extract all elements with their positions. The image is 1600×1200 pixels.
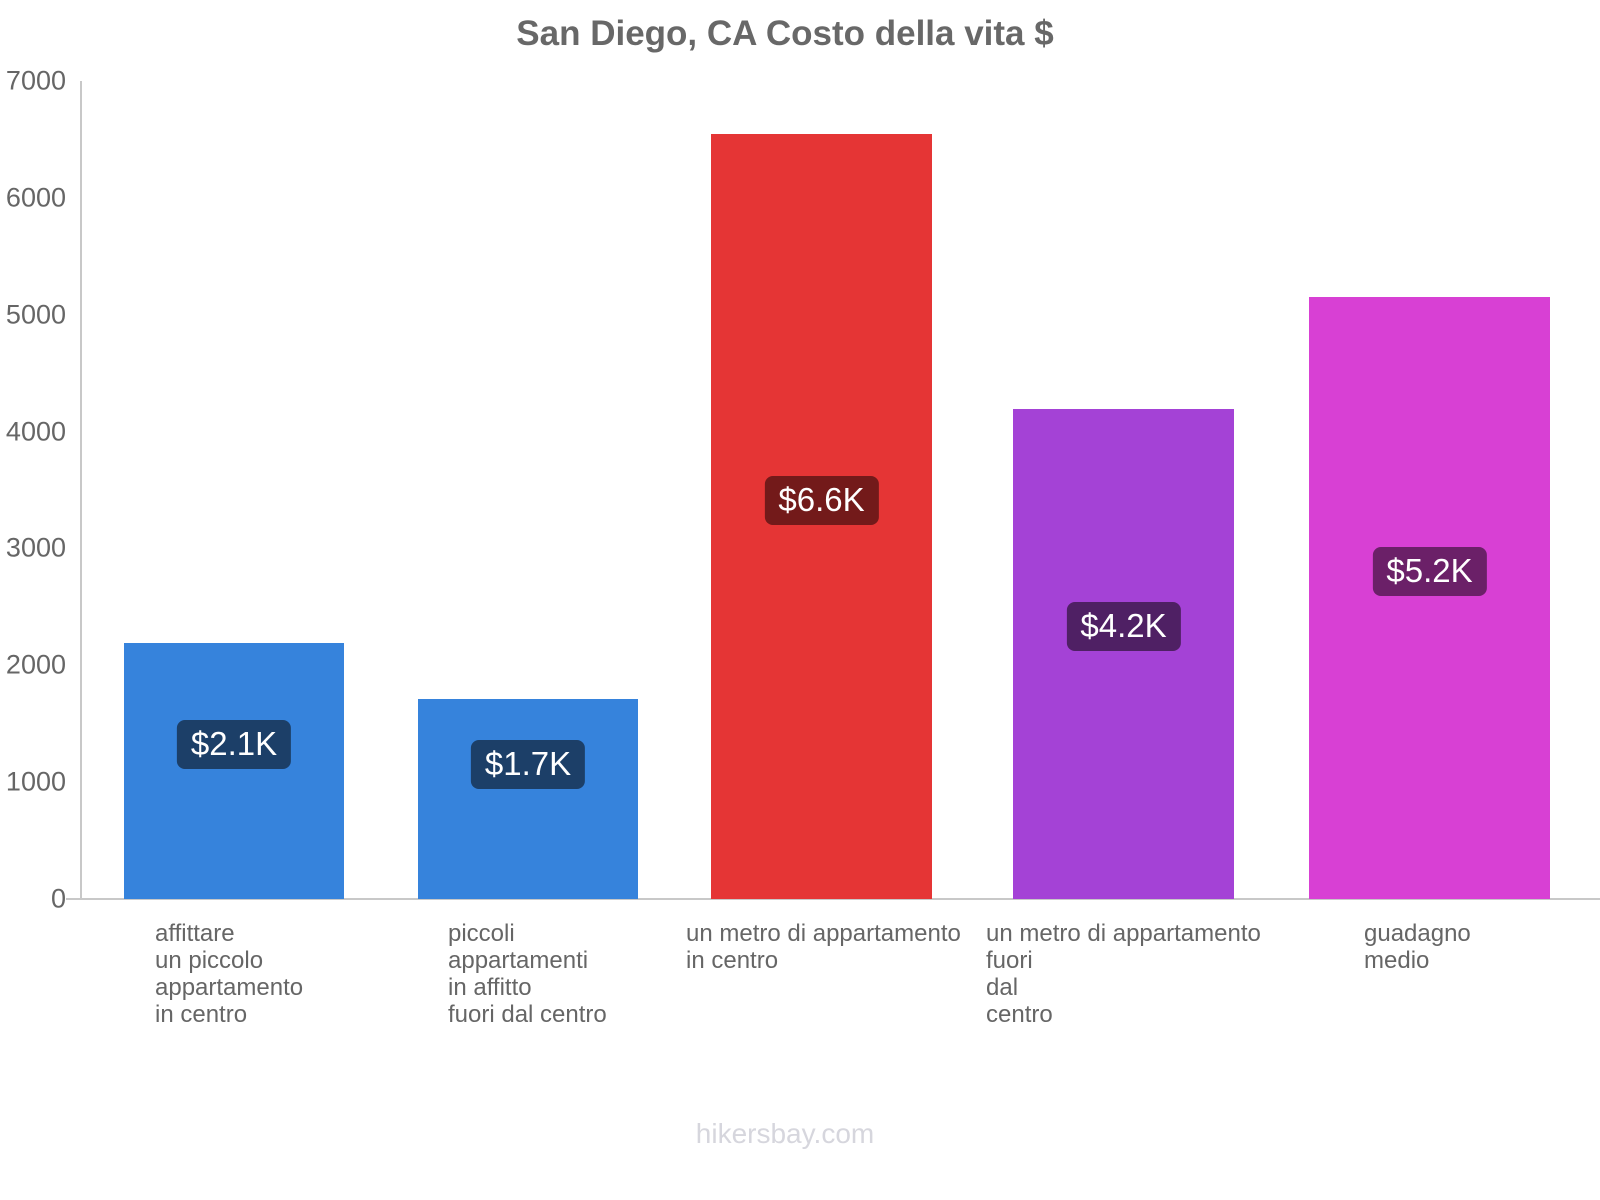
bar[interactable]: $4.2K xyxy=(1013,409,1234,899)
bar[interactable]: $2.1K xyxy=(124,643,344,899)
bar[interactable]: $5.2K xyxy=(1309,297,1550,899)
bar-value-label: $5.2K xyxy=(1372,547,1487,596)
y-axis-tick-label: 4000 xyxy=(5,416,66,447)
bar-value-label: $1.7K xyxy=(470,740,586,789)
x-axis-tick-label: affittare un piccolo appartamento in cen… xyxy=(155,920,304,1028)
bar-value-label: $6.6K xyxy=(764,476,879,525)
y-axis-line xyxy=(80,81,82,899)
y-axis-tick-label: 5000 xyxy=(5,299,66,330)
y-axis-tick-label: 6000 xyxy=(5,182,66,213)
y-axis-tick-label: 7000 xyxy=(5,65,66,96)
y-axis-tick-label: 0 xyxy=(50,883,66,914)
x-axis-tick-label: un metro di appartamento in centro xyxy=(686,920,961,974)
y-axis-tick-label: 2000 xyxy=(5,649,66,680)
plot-area: 0 1000 2000 3000 4000 5000 6000 7000 $2.1K $1.7K… xyxy=(6,66,1590,914)
bar-value-label: $2.1K xyxy=(176,720,292,769)
y-axis-tick-label: 1000 xyxy=(5,766,66,797)
x-axis-line xyxy=(66,898,1600,900)
bar[interactable]: $1.7K xyxy=(418,699,638,899)
x-axis-tick-label: un metro di appartamento fuori dal centr… xyxy=(986,920,1261,1028)
x-axis-tick-label: guadagno medio xyxy=(1364,920,1471,974)
page-title: San Diego, CA Costo della vita $ xyxy=(516,14,1054,53)
y-axis-tick-label: 3000 xyxy=(5,532,66,563)
bar-value-label: $4.2K xyxy=(1066,602,1181,651)
x-axis-tick-label: piccoli appartamenti in affitto fuori da… xyxy=(448,920,607,1028)
attribution-label: hikersbay.com xyxy=(695,1118,875,1149)
bar[interactable]: $6.6K xyxy=(711,133,932,899)
